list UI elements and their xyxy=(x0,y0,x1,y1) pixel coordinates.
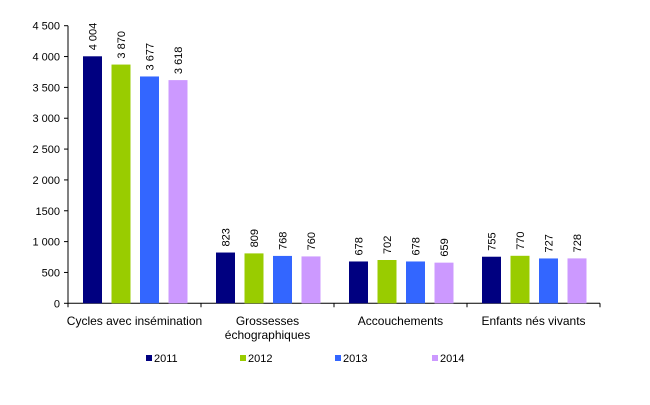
data-label: 727 xyxy=(544,234,556,252)
y-tick-label: 3 000 xyxy=(32,113,60,125)
legend-swatch-2012 xyxy=(240,355,246,361)
data-label: 809 xyxy=(249,229,261,247)
data-label: 3 618 xyxy=(173,47,185,75)
legend-swatch-2011 xyxy=(146,355,152,361)
data-label: 728 xyxy=(572,234,584,252)
data-label: 768 xyxy=(278,232,290,250)
y-tick-label: 3 500 xyxy=(32,82,60,94)
bar-2011 xyxy=(83,56,102,304)
data-label: 702 xyxy=(382,236,394,254)
y-tick-label: 2 000 xyxy=(32,175,60,187)
data-label: 4 004 xyxy=(88,23,100,51)
bar-2013 xyxy=(273,255,292,304)
bar-2011 xyxy=(482,256,501,304)
bar-2012 xyxy=(377,259,397,304)
bar-2013 xyxy=(140,76,159,304)
bar-2012 xyxy=(244,253,264,304)
data-label: 770 xyxy=(515,231,527,249)
bar-2014 xyxy=(567,258,587,304)
bar-2014 xyxy=(301,256,321,304)
data-label: 823 xyxy=(221,228,233,246)
bar-2012 xyxy=(111,64,131,304)
data-label: 3 677 xyxy=(145,43,157,71)
legend-label: 2011 xyxy=(154,353,178,365)
y-tick-label: 500 xyxy=(42,267,60,279)
y-tick-label: 4 500 xyxy=(32,21,60,33)
bar-2013 xyxy=(539,258,558,304)
bar-2013 xyxy=(406,261,425,304)
legend-swatch-2013 xyxy=(335,355,341,361)
data-label: 659 xyxy=(439,238,451,256)
data-label: 678 xyxy=(411,237,423,255)
y-tick-label: 1500 xyxy=(36,206,60,218)
bar-2011 xyxy=(349,261,368,304)
y-tick-label: 2 500 xyxy=(32,144,60,156)
legend-label: 2014 xyxy=(440,353,464,365)
bar-2014 xyxy=(168,80,188,304)
bar-2014 xyxy=(434,262,454,304)
category-label: Grossesses xyxy=(236,314,299,328)
bar-2012 xyxy=(510,255,530,304)
data-label: 760 xyxy=(306,232,318,250)
category-label: Enfants nés vivants xyxy=(481,314,585,328)
y-tick-label: 4 000 xyxy=(32,52,60,64)
data-label: 3 870 xyxy=(116,31,128,59)
category-label: Accouchements xyxy=(358,314,443,328)
category-label: échographiques xyxy=(225,328,310,342)
legend-swatch-2014 xyxy=(432,355,438,361)
y-tick-label: 0 xyxy=(54,298,60,310)
y-tick-label: 1 000 xyxy=(32,237,60,249)
data-label: 755 xyxy=(487,232,499,250)
legend-label: 2013 xyxy=(343,353,367,365)
bar-2011 xyxy=(216,252,235,304)
data-label: 678 xyxy=(354,237,366,255)
category-label: Cycles avec insémination xyxy=(67,314,202,328)
legend-label: 2012 xyxy=(248,353,272,365)
